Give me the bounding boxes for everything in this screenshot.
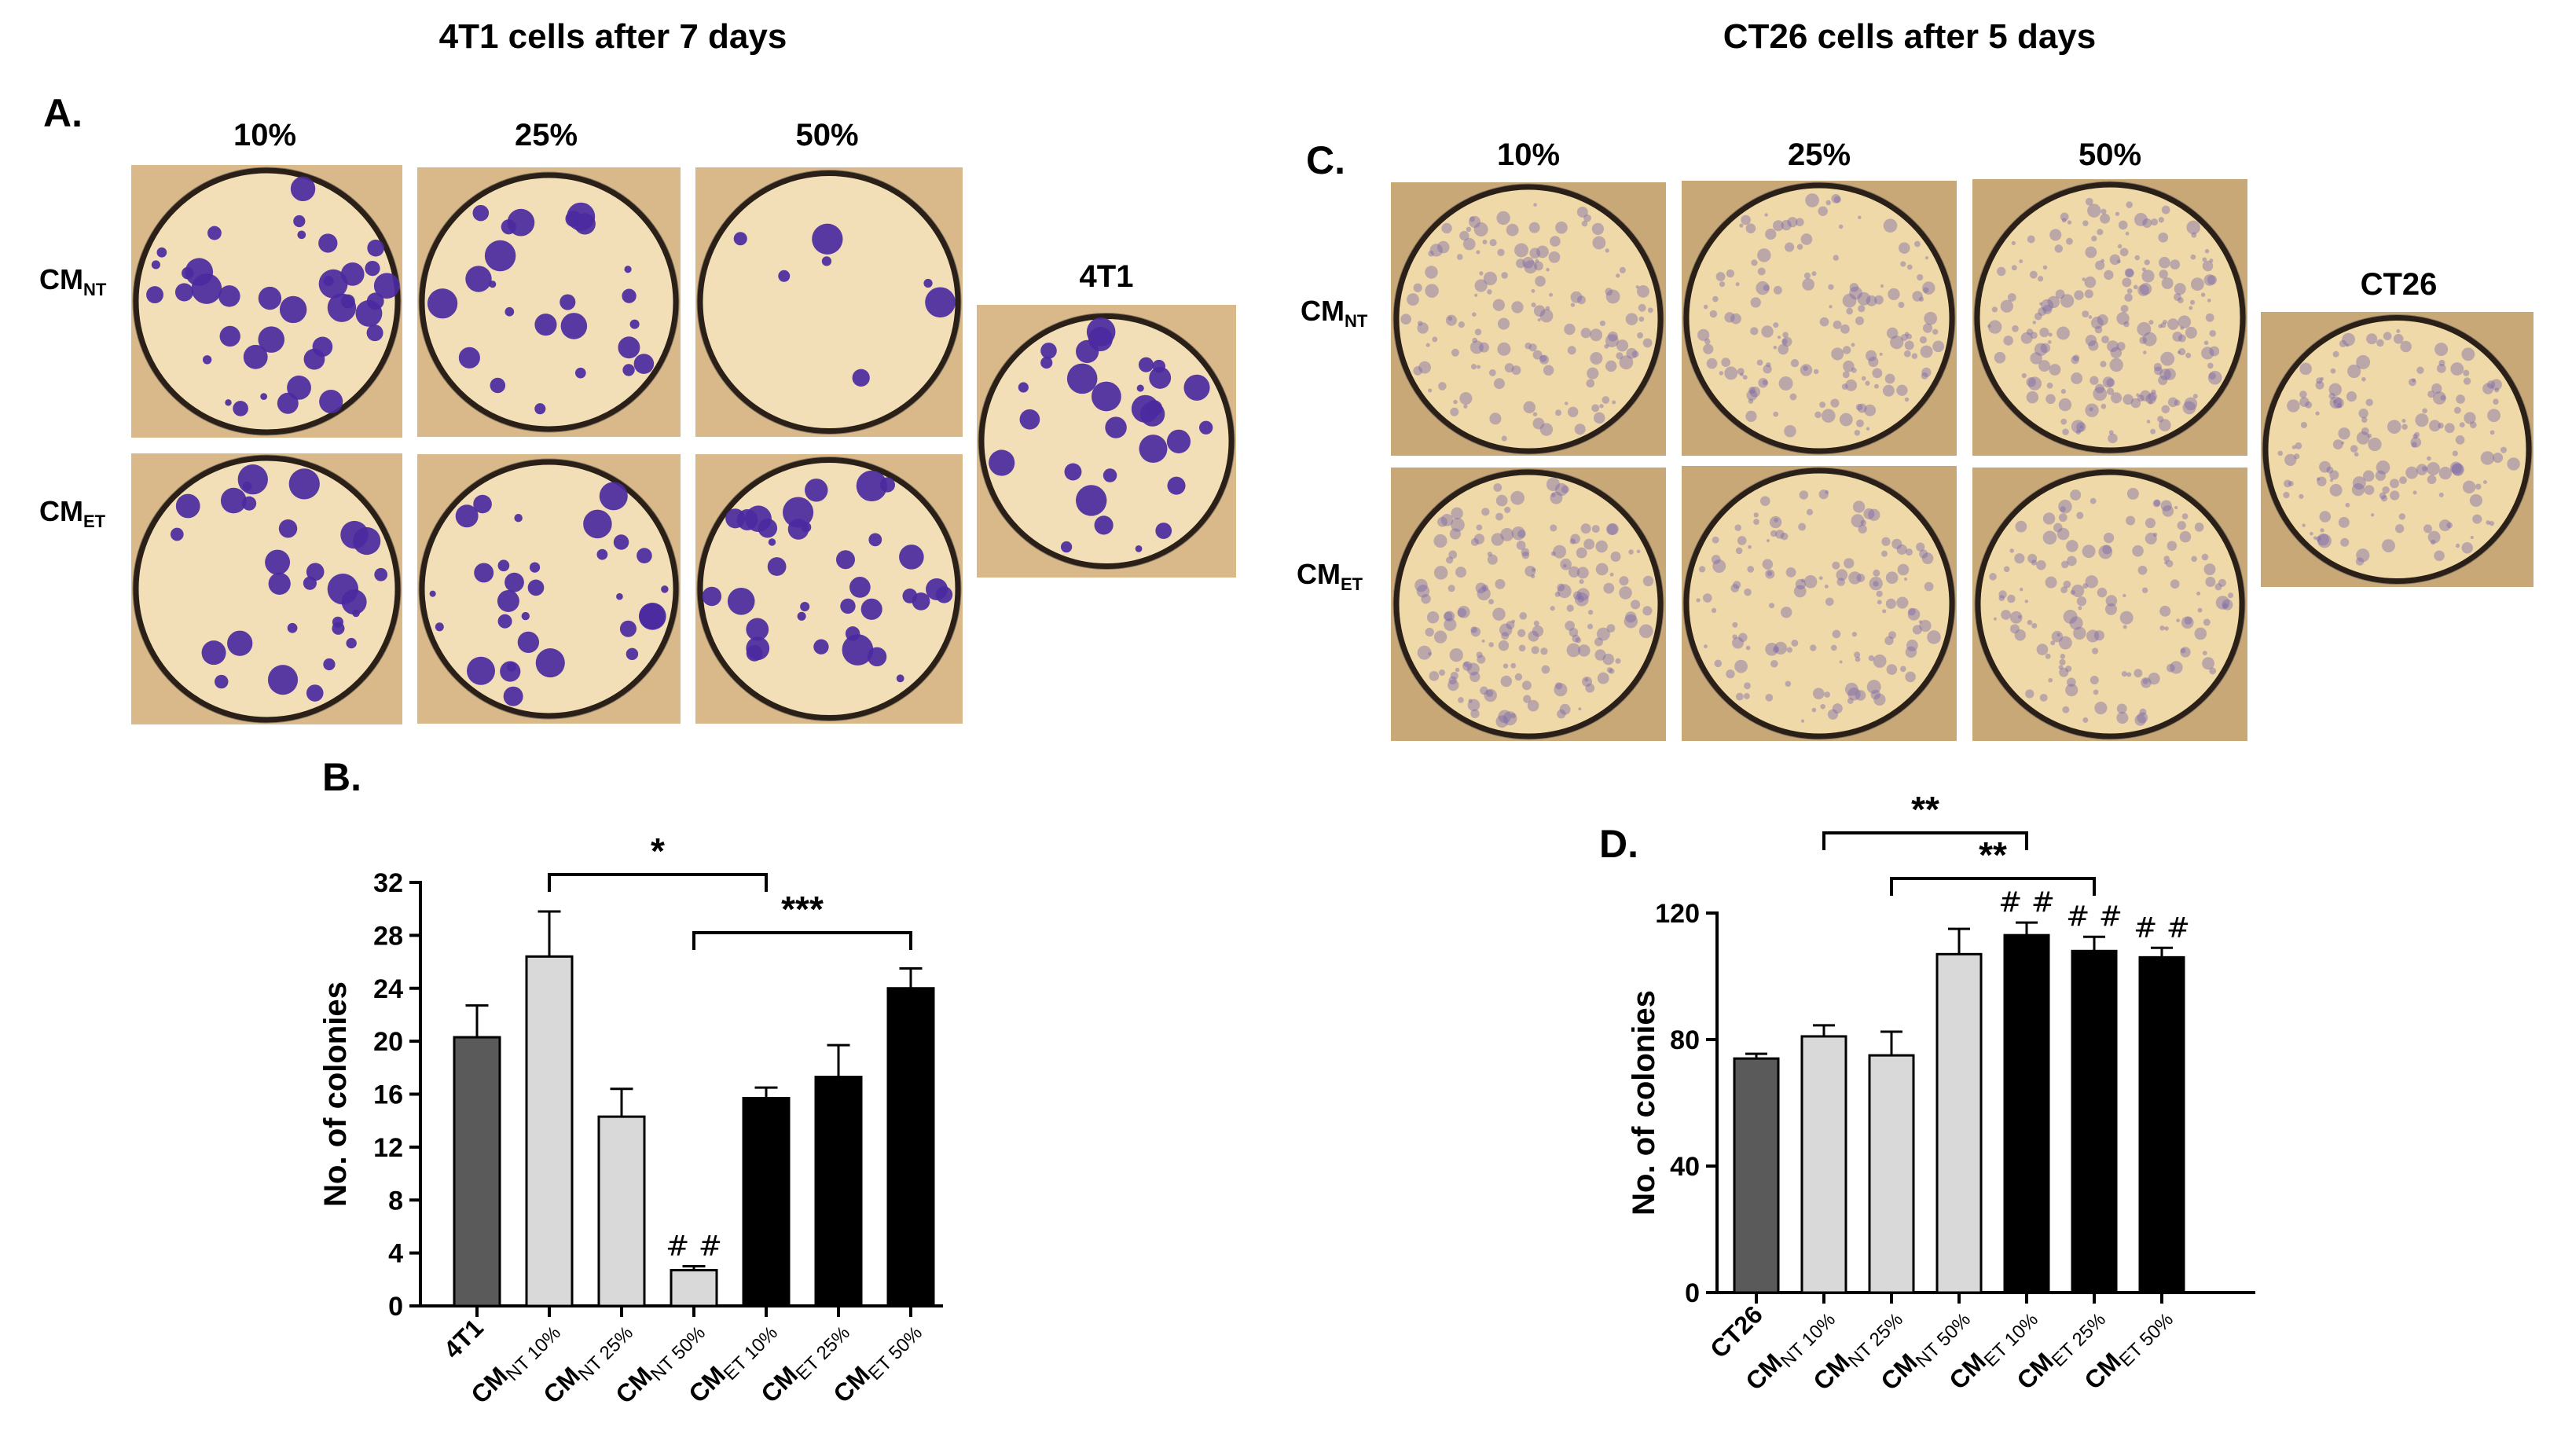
- dish-image-4t1-cmnt-25: [417, 167, 681, 437]
- dish-image-ct26-cmet-10: [1391, 468, 1666, 741]
- chart-d-annotation: # #: [2066, 900, 2123, 933]
- panel-letter-a: A.: [43, 91, 83, 135]
- chart-b-significance-bracket: [548, 873, 768, 892]
- chart-b-bar: [814, 1076, 863, 1307]
- chart-d-bar: [2003, 933, 2050, 1294]
- chart-d-bar: [1800, 1035, 1847, 1294]
- chart-b-bar: [670, 1269, 718, 1307]
- dish-image-4t1-cmet-25: [417, 454, 681, 724]
- chart-d-significance-label: **: [1911, 789, 1939, 830]
- chart-b-y-tick-label: 0: [388, 1292, 403, 1322]
- panel-a-col-label-50: 50%: [795, 118, 859, 152]
- panel-letter-b: B.: [322, 755, 361, 799]
- chart-d-y-tick-label: 120: [1655, 899, 1700, 929]
- dish-image-4t1-control: [977, 305, 1236, 578]
- dish-image-ct26-cmnt-50: [1972, 179, 2247, 456]
- chart-b-y-tick-label: 12: [373, 1133, 403, 1163]
- chart-d-bar: [2138, 955, 2185, 1294]
- chart-b-bar: [886, 987, 935, 1307]
- panel-a-row-label-et: CMET: [39, 495, 106, 531]
- chart-d-significance-label: **: [1979, 834, 2007, 875]
- chart-b-y-tick-label: 20: [373, 1027, 403, 1057]
- panel-c-control-label: CT26: [2360, 267, 2438, 302]
- chart-d-significance-bracket: [1822, 831, 2028, 850]
- chart-b-annotation: # #: [666, 1230, 722, 1262]
- chart-d-y-tick-label: 80: [1670, 1025, 1700, 1055]
- chart-b-bar: [742, 1097, 791, 1307]
- chart-b-y-tick-label: 24: [373, 974, 403, 1004]
- panel-c-row-label-et: CMET: [1297, 558, 1363, 594]
- panel-c-col-label-25: 25%: [1787, 138, 1851, 172]
- chart-d-annotation: # #: [2134, 911, 2190, 944]
- dish-image-4t1-cmnt-50: [695, 167, 963, 437]
- chart-d-annotation: # #: [1998, 886, 2055, 919]
- chart-b-y-tick-label: 4: [388, 1239, 403, 1269]
- chart-b-y-tick-label: 32: [373, 868, 403, 898]
- chart-d-bar: [1935, 952, 1983, 1294]
- chart-d-bar: [2071, 949, 2118, 1294]
- chart-b-bar: [453, 1036, 501, 1307]
- chart-b-significance-bracket: [692, 931, 912, 950]
- dish-image-ct26-cmnt-25: [1682, 181, 1957, 456]
- chart-b-y-tick-label: 8: [388, 1186, 403, 1216]
- dish-image-ct26-control: [2261, 312, 2533, 587]
- chart-b-y-axis-label: No. of colonies: [318, 981, 353, 1207]
- chart-b-significance-label: ***: [781, 889, 824, 930]
- chart-d-x-tick-label: CT26: [1704, 1300, 1768, 1363]
- right-section-title: CT26 cells after 5 days: [1723, 17, 2097, 56]
- chart-b-x-tick-label: 4T1: [438, 1313, 489, 1363]
- panel-c-row-label-nt: CMNT: [1301, 295, 1368, 331]
- chart-b-significance-label: *: [651, 831, 665, 871]
- panel-c-col-label-50: 50%: [2078, 138, 2142, 172]
- chart-d-bar: [1733, 1057, 1780, 1294]
- left-section-title: 4T1 cells after 7 days: [438, 17, 787, 56]
- chart-b-y-tick-label: 28: [373, 921, 403, 951]
- chart-d-y-tick-label: 40: [1670, 1152, 1700, 1182]
- dish-image-4t1-cmet-10: [131, 453, 402, 724]
- chart-d-y-tick-label: 0: [1685, 1278, 1700, 1308]
- dish-image-ct26-cmet-50: [1972, 468, 2247, 741]
- panel-c-col-label-10: 10%: [1496, 138, 1561, 172]
- dish-image-4t1-cmet-50: [695, 454, 963, 724]
- panel-a-col-label-10: 10%: [233, 118, 297, 152]
- chart-d-bar: [1868, 1054, 1915, 1294]
- panel-letter-c: C.: [1306, 138, 1345, 182]
- chart-b-y-tick-label: 16: [373, 1080, 403, 1110]
- chart-b-bar: [597, 1115, 646, 1307]
- panel-letter-d: D.: [1599, 822, 1638, 866]
- chart-b-bar: [525, 955, 574, 1307]
- chart-d-significance-bracket: [1890, 877, 2096, 896]
- panel-a-col-label-25: 25%: [514, 118, 578, 152]
- dish-image-4t1-cmnt-10: [131, 165, 402, 438]
- panel-a-row-label-nt: CMNT: [39, 263, 107, 299]
- dish-image-ct26-cmnt-10: [1391, 182, 1666, 456]
- chart-d-y-axis-label: No. of colonies: [1627, 990, 1661, 1216]
- panel-a-control-label: 4T1: [1079, 259, 1134, 294]
- dish-image-ct26-cmet-25: [1682, 466, 1957, 741]
